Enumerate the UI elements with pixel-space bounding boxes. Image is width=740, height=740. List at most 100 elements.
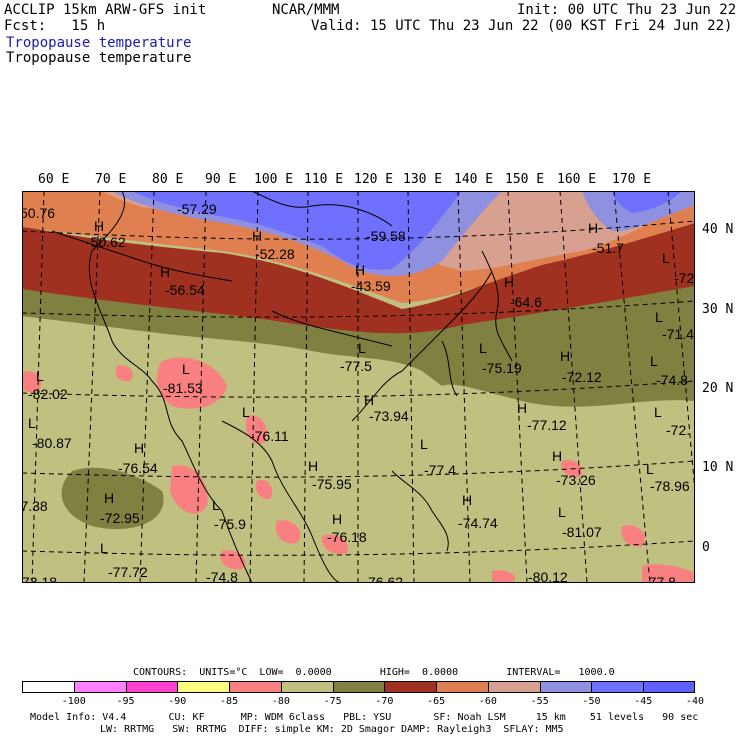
annotation-label: -81.53: [163, 380, 203, 396]
annotation-label: -78.96: [650, 478, 690, 494]
annotation-hl: H: [517, 400, 527, 416]
lon-label: 150 E: [505, 172, 545, 187]
colorbar-swatch: [436, 681, 488, 693]
colorbar-swatch: [384, 681, 437, 693]
lon-label: 160 E: [557, 172, 597, 187]
colorbar-tick-label: -100: [61, 696, 86, 707]
annotation-hl: L: [242, 404, 250, 420]
annotation-hl: L: [28, 415, 36, 431]
annotation-label: -56.54: [165, 282, 205, 298]
lon-label: 80 E: [152, 172, 184, 187]
lat-label: 0: [702, 540, 710, 555]
annotation-label: -76.18: [327, 529, 367, 545]
model-info-line1: Model Info: V4.4 CU: KF MP: WDM 6class P…: [30, 712, 699, 723]
init-label: Init: 00 UTC Thu 23 Jun 22: [517, 2, 737, 18]
colorbar-swatch: [487, 681, 540, 693]
lon-label: 110 E: [304, 172, 344, 187]
colorbar-swatch: [280, 681, 333, 693]
annotation-hl: H: [552, 448, 562, 464]
colorbar-tick-label: -85: [220, 696, 239, 707]
lon-label: 120 E: [354, 172, 394, 187]
annotation-label: -80.87: [32, 435, 72, 451]
annotation-hl: L: [420, 436, 428, 452]
annotation-label: -71.4: [662, 326, 694, 342]
lon-label: 60 E: [38, 172, 70, 187]
colorbar-tick-label: -95: [116, 696, 135, 707]
annotation-hl: H: [462, 492, 472, 508]
map-frame: [22, 191, 695, 583]
annotation-label: -77.4: [424, 462, 456, 478]
annotation-hl: H: [560, 348, 570, 364]
annotation-hl: L: [182, 361, 190, 377]
annotation-label: -80.12: [528, 569, 568, 583]
colorbar-tick-label: -65: [427, 696, 446, 707]
org-label: NCAR/MMM: [272, 2, 340, 18]
annotation-label: -43.59: [351, 278, 391, 294]
annotation-hl: L: [212, 497, 220, 513]
annotation-hl: L: [654, 404, 662, 420]
band-minus50-45: [132, 191, 462, 270]
annotation-label: -77.5: [340, 358, 372, 374]
annotation-label: -72.: [666, 422, 690, 438]
colorbar-swatch: [332, 681, 385, 693]
annotation-hl: L: [100, 540, 108, 556]
annotation-label: 50.76: [22, 205, 55, 221]
field-title-blue: Tropopause temperature: [6, 35, 192, 51]
colorbar-tick-label: -40: [685, 696, 705, 707]
coastlines: [51, 191, 513, 583]
annotation-hl: L: [479, 340, 487, 356]
annotation-hl: H: [160, 264, 170, 280]
tropopause-temperature-map: 50.76 H -50.62 -57.29 H -52.28 -59.58 H …: [22, 191, 695, 583]
field-title-black: Tropopause temperature: [6, 50, 192, 66]
annotation-label: 73.18: [22, 574, 57, 583]
lon-label: 100 E: [254, 172, 294, 187]
colorbar-swatch: [643, 681, 695, 693]
annotation-hl: H: [588, 220, 598, 236]
annotation-label: -57.29: [177, 201, 217, 217]
annotation-label: -73.26: [556, 472, 596, 488]
colorbar-swatch: [229, 681, 281, 693]
lat-lon-grid: [22, 191, 695, 583]
annotation-label: -73.94: [369, 408, 409, 424]
annotation-label: -82.02: [28, 386, 68, 402]
annotation-label: -72.12: [562, 369, 602, 385]
annotation-hl: L: [655, 309, 663, 325]
model-title: ACCLIP 15km ARW-GFS init: [4, 2, 207, 18]
colorbar-swatch: [73, 681, 126, 693]
annotation-hl: L: [558, 504, 566, 520]
annotation-label: -52.28: [255, 246, 295, 262]
annotation-hl: L: [646, 461, 654, 477]
annotation-hl: L: [358, 340, 366, 356]
colorbar-tick-label: -55: [530, 696, 549, 707]
colorbar-swatch: [591, 681, 644, 693]
annotation-hl: H: [94, 218, 104, 234]
annotation-label: -72: [674, 270, 694, 286]
extrema-annotations: 50.76 H -50.62 -57.29 H -52.28 -59.58 H …: [22, 201, 694, 583]
colorbar-tick-label: -75: [323, 696, 342, 707]
band-minus70-65: [22, 221, 695, 334]
lat-label: 30 N: [702, 302, 734, 317]
model-info-line2: LW: RRTMG SW: RRTMG DIFF: simple KM: 2D …: [100, 724, 564, 735]
annotation-label: -75.19: [482, 360, 522, 376]
annotation-label: 76.62: [368, 574, 403, 583]
annotation-label: -59.58: [366, 228, 406, 244]
annotation-label: -74.8: [206, 569, 238, 583]
annotation-label: -76.11: [250, 428, 289, 444]
lon-label: 170 E: [612, 172, 652, 187]
lon-label: 140 E: [454, 172, 494, 187]
annotation-label: -77.8: [644, 574, 676, 583]
colorbar-tick-label: -90: [168, 696, 187, 707]
lat-label: 10 N: [702, 460, 734, 475]
colorbar-swatch: [539, 681, 592, 693]
annotation-label: -75.95: [312, 476, 352, 492]
colorbar-tick-label: -50: [582, 696, 601, 707]
annotation-label: -50.62: [86, 234, 126, 250]
lat-label: 20 N: [702, 381, 734, 396]
lat-label: 40 N: [702, 222, 734, 237]
annotation-hl: L: [650, 353, 658, 369]
annotation-hl: H: [308, 458, 318, 474]
colorbar-swatch: [177, 681, 230, 693]
lon-label: 90 E: [205, 172, 237, 187]
contour-info: CONTOURS: UNITS=°C LOW= 0.0000 HIGH= 0.0…: [133, 667, 615, 678]
colorbar-tick-label: -70: [375, 696, 394, 707]
